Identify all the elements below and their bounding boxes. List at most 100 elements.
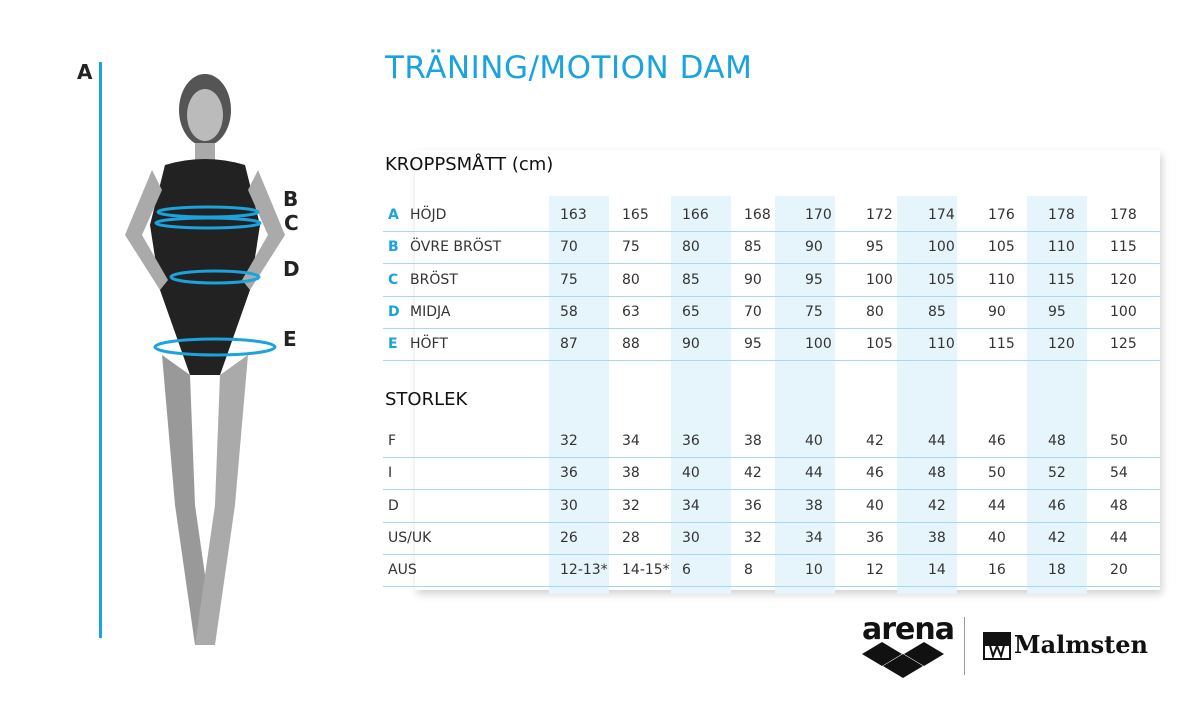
table-cell: 40 xyxy=(682,465,700,481)
table-row: AUS 12-13* 14-15* 6 8 10 12 14 16 18 20 xyxy=(383,554,1160,586)
highlight-column xyxy=(897,196,957,594)
row-divider xyxy=(383,586,1160,587)
table-cell: 14 xyxy=(928,562,946,578)
table-cell: 40 xyxy=(988,530,1006,546)
table-cell: 100 xyxy=(928,239,955,255)
table-row: D MIDJA 58 63 65 70 75 80 85 90 95 100 xyxy=(383,296,1160,328)
table-cell: 87 xyxy=(560,336,578,352)
table-cell: 70 xyxy=(560,239,578,255)
table-cell: 38 xyxy=(928,530,946,546)
table-cell: 75 xyxy=(622,239,640,255)
row-divider xyxy=(383,328,1160,329)
arena-diamond-icon xyxy=(862,642,944,678)
table-row: F 32 34 36 38 40 42 44 46 48 50 xyxy=(383,425,1160,457)
table-cell: 38 xyxy=(744,433,762,449)
table-cell: 70 xyxy=(744,304,762,320)
table-cell: 14-15* xyxy=(622,562,670,578)
highlight-column xyxy=(1027,196,1087,594)
table-cell: 20 xyxy=(1110,562,1128,578)
table-cell: 12-13* xyxy=(560,562,608,578)
row-label: HÖJD xyxy=(410,207,447,223)
table-cell: 38 xyxy=(805,498,823,514)
table-cell: 115 xyxy=(1048,272,1075,288)
table-cell: 110 xyxy=(988,272,1015,288)
table-cell: 95 xyxy=(866,239,884,255)
highlight-column xyxy=(775,196,835,594)
table-cell: 125 xyxy=(1110,336,1137,352)
table-cell: 30 xyxy=(682,530,700,546)
row-label: US/UK xyxy=(388,530,432,546)
table-cell: 168 xyxy=(744,207,771,223)
table-cell: 88 xyxy=(622,336,640,352)
row-key: B xyxy=(388,239,399,255)
table-cell: 85 xyxy=(744,239,762,255)
table-cell: 105 xyxy=(866,336,893,352)
table-cell: 58 xyxy=(560,304,578,320)
table-cell: 26 xyxy=(560,530,578,546)
table-cell: 85 xyxy=(682,272,700,288)
table-cell: 36 xyxy=(744,498,762,514)
row-divider xyxy=(383,554,1160,555)
table-cell: 65 xyxy=(682,304,700,320)
table-cell: 40 xyxy=(866,498,884,514)
table-cell: 176 xyxy=(988,207,1015,223)
table-cell: 16 xyxy=(988,562,1006,578)
row-label: BRÖST xyxy=(410,272,458,288)
page-title: TRÄNING/MOTION DAM xyxy=(385,50,753,86)
table-cell: 50 xyxy=(988,465,1006,481)
table-row: E HÖFT 87 88 90 95 100 105 110 115 120 125 xyxy=(383,328,1160,360)
table-cell: 44 xyxy=(805,465,823,481)
table-cell: 10 xyxy=(805,562,823,578)
table-row: C BRÖST 75 80 85 90 95 100 105 110 115 120 xyxy=(383,264,1160,296)
table-cell: 172 xyxy=(866,207,893,223)
row-label: HÖFT xyxy=(410,336,448,352)
table-cell: 120 xyxy=(1048,336,1075,352)
table-cell: 166 xyxy=(682,207,709,223)
table-row: D 30 32 34 36 38 40 42 44 46 48 xyxy=(383,490,1160,522)
table-cell: 90 xyxy=(682,336,700,352)
table-cell: 6 xyxy=(682,562,691,578)
table-cell: 120 xyxy=(1110,272,1137,288)
table-cell: 178 xyxy=(1048,207,1075,223)
table-cell: 48 xyxy=(928,465,946,481)
figure-letter-c: C xyxy=(284,211,299,235)
height-line xyxy=(99,62,102,638)
table-cell: 46 xyxy=(1048,498,1066,514)
highlight-column xyxy=(671,196,731,594)
table-cell: 46 xyxy=(988,433,1006,449)
table-cell: 48 xyxy=(1048,433,1066,449)
table-cell: 115 xyxy=(988,336,1015,352)
row-label: D xyxy=(388,498,399,514)
table-cell: 30 xyxy=(560,498,578,514)
table-row: A HÖJD 163 165 166 168 170 172 174 176 178 178 xyxy=(383,199,1160,231)
table-cell: 80 xyxy=(682,239,700,255)
figure-letter-a: A xyxy=(77,60,93,84)
row-label: ÖVRE BRÖST xyxy=(410,239,502,255)
table-cell: 105 xyxy=(988,239,1015,255)
row-label: I xyxy=(388,465,393,481)
table-cell: 50 xyxy=(1110,433,1128,449)
figure-letter-e: E xyxy=(283,327,297,351)
row-key: D xyxy=(388,304,400,320)
table-row: B ÖVRE BRÖST 70 75 80 85 90 95 100 105 110 115 xyxy=(383,231,1160,263)
table-cell: 80 xyxy=(866,304,884,320)
table-cell: 32 xyxy=(622,498,640,514)
table-cell: 90 xyxy=(805,239,823,255)
table-cell: 46 xyxy=(866,465,884,481)
table-cell: 105 xyxy=(928,272,955,288)
row-divider xyxy=(383,522,1160,523)
table-cell: 100 xyxy=(866,272,893,288)
table-cell: 8 xyxy=(744,562,753,578)
table-cell: 42 xyxy=(744,465,762,481)
table-cell: 44 xyxy=(988,498,1006,514)
table-cell: 36 xyxy=(560,465,578,481)
table-cell: 80 xyxy=(622,272,640,288)
table-cell: 34 xyxy=(622,433,640,449)
arena-logo: arena xyxy=(862,612,955,647)
table-cell: 178 xyxy=(1110,207,1137,223)
table-cell: 63 xyxy=(622,304,640,320)
highlight-column xyxy=(549,196,609,594)
row-label: AUS xyxy=(388,562,417,578)
malmsten-logo: Malmsten xyxy=(1014,630,1148,659)
row-label: F xyxy=(388,433,397,449)
